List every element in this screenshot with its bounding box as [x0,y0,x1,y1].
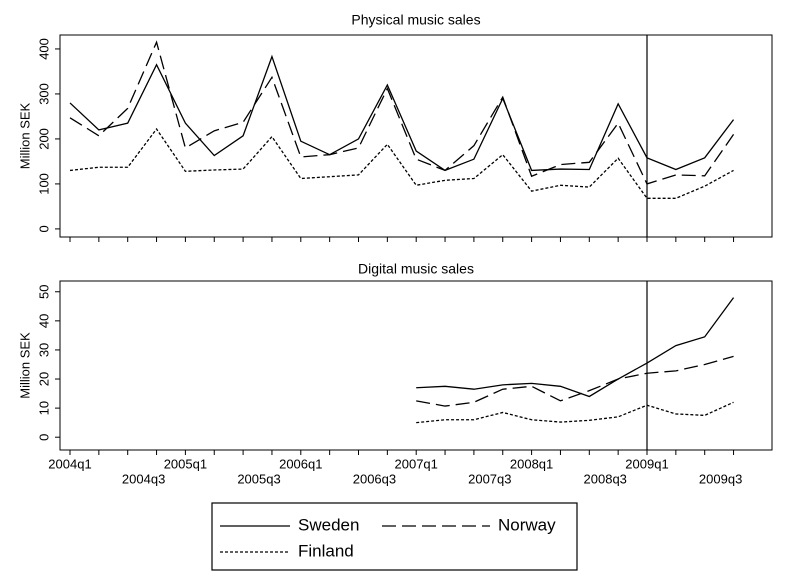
y-axis-label: Million SEK [17,102,32,169]
y-tick-label: 0 [36,225,51,232]
y-tick-label: 100 [36,173,51,195]
x-tick-label: 2005q1 [164,456,207,471]
legend-label: Norway [498,515,556,534]
legend-box [211,502,578,571]
legend-label: Sweden [298,515,359,534]
series-line [416,297,735,398]
y-tick-label: 10 [36,401,51,415]
series-line [416,355,734,407]
series-line [416,401,734,424]
series-line [69,40,735,185]
x-tick-label: 2009q1 [625,456,668,471]
plot-frame [59,34,773,238]
legend-label: Finland [298,541,354,560]
x-tick-label: 2004q3 [122,471,165,486]
x-tick-label: 2004q1 [48,456,91,471]
y-tick-label: 50 [36,285,51,299]
y-tick-label: 30 [36,343,51,357]
series-line [69,127,734,199]
x-tick-label: 2007q1 [395,456,438,471]
x-tick-label: 2009q3 [699,471,742,486]
chart-title: Digital music sales [358,261,474,277]
x-tick-label: 2008q3 [584,471,627,486]
y-tick-label: 20 [36,372,51,386]
y-tick-label: 200 [36,128,51,150]
plot-frame [59,280,773,451]
x-tick-label: 2006q3 [353,471,396,486]
y-tick-label: 40 [36,314,51,328]
series-line [69,54,735,172]
x-tick-label: 2007q3 [468,471,511,486]
x-tick-label: 2006q1 [279,456,322,471]
y-tick-label: 300 [36,83,51,105]
x-tick-label: 2008q1 [510,456,553,471]
chart-title: Physical music sales [351,12,480,28]
y-tick-label: 0 [36,434,51,441]
y-axis-label: Million SEK [17,332,32,399]
x-tick-label: 2005q3 [237,471,280,486]
y-tick-label: 400 [36,38,51,60]
